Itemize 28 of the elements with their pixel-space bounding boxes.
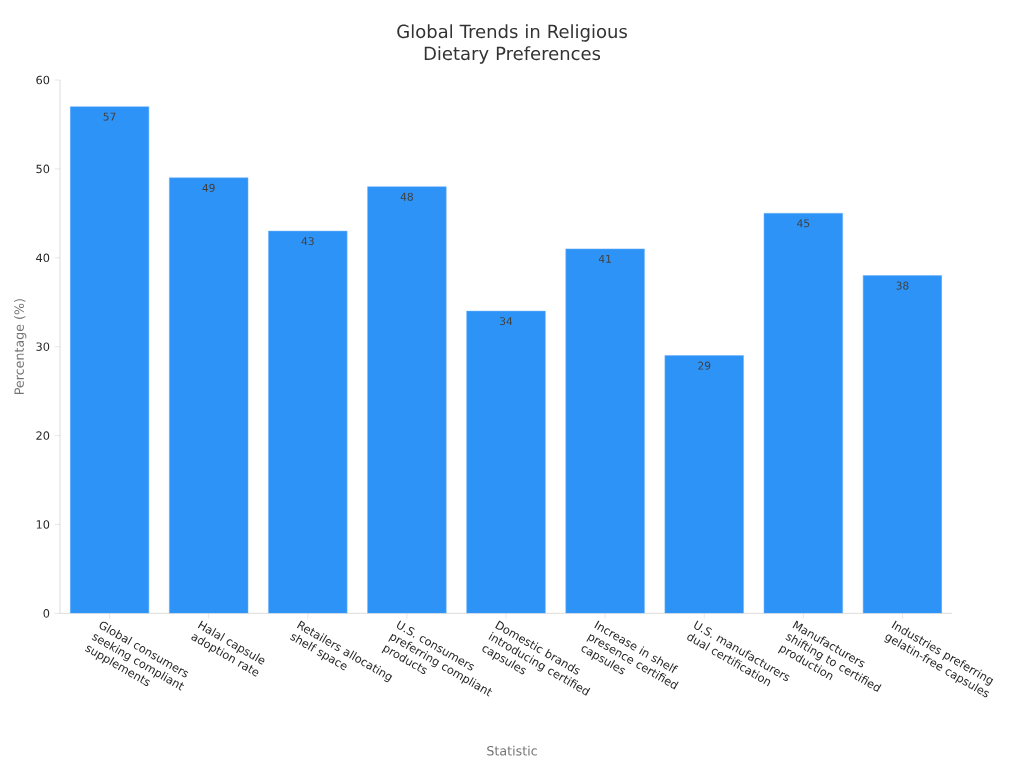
data-label: 57: [103, 112, 116, 121]
y-tick-label: 40: [36, 253, 50, 263]
data-label: 34: [500, 317, 513, 326]
bar: [763, 213, 843, 614]
bar: [862, 275, 943, 614]
data-label: 45: [797, 219, 810, 228]
chart-title: Global Trends in Religious Dietary Preferences: [397, 24, 627, 64]
data-label: 48: [400, 192, 413, 201]
bar: [565, 248, 645, 614]
bar: [268, 230, 348, 614]
bar: [69, 106, 150, 614]
y-tick-label: 50: [36, 164, 50, 174]
bar: [367, 186, 447, 614]
data-label: 29: [698, 361, 711, 370]
y-tick-label: 0: [43, 609, 50, 618]
bar: [466, 310, 546, 614]
bar: [664, 355, 744, 614]
y-tick-label: 60: [36, 75, 50, 85]
x-axis-title: Statistic: [487, 745, 537, 756]
bar: [169, 177, 249, 614]
y-tick-label: 30: [36, 342, 50, 351]
y-axis-title: Percentage (%): [14, 299, 27, 395]
y-tick-label: 10: [36, 520, 50, 529]
data-label: 38: [896, 281, 909, 290]
data-label: 49: [202, 183, 215, 192]
y-tick-label: 20: [36, 431, 50, 440]
data-label: 41: [598, 254, 611, 263]
data-label: 43: [301, 237, 314, 246]
